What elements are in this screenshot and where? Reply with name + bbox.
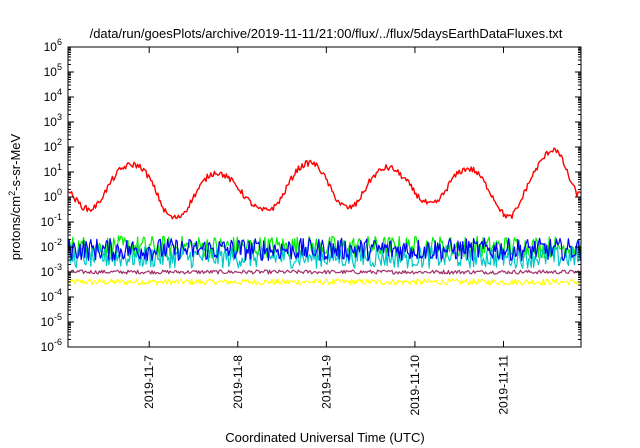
y-tick-label: 105 [44,62,62,79]
y-axis-title: protons/cm2-s-sr-MeV [7,133,23,260]
x-axis-title: Coordinated Universal Time (UTC) [225,430,424,445]
y-axis: 10-6 10-5 10-4 10-3 10-2 10-1 100 101 102 103 104 1… [41,37,581,354]
y-tick-label: 10-6 [41,337,62,354]
y-tick-label: 106 [44,37,62,54]
y-tick-label: 102 [44,137,62,154]
series-line [67,237,581,262]
series-line [67,147,581,220]
series-line [67,269,581,275]
x-tick-label: 2019-11-7 [142,355,156,409]
x-tick-label: 2019-11-10 [408,355,422,416]
y-axis-title-suffix: -s-sr-MeV [8,133,23,190]
plot-frame [67,46,582,348]
y-tick-label: 10-4 [41,287,62,304]
x-tick-label: 2019-11-11 [496,355,510,415]
y-tick-label: 10-2 [41,237,62,254]
series-line [67,245,581,269]
y-tick-label: 10-1 [41,212,62,229]
y-tick-label: 10-5 [41,312,62,329]
x-axis: 2019-11-7 2019-11-8 2019-11-9 2019-11-10 201… [142,47,510,416]
x-tick-label: 2019-11-9 [319,355,333,409]
chart-title: /data/run/goesPlots/archive/2019-11-11/2… [90,26,563,41]
series-layer [67,147,581,286]
series-line [67,278,581,286]
y-tick-label: 100 [44,187,62,204]
x-tick-label: 2019-11-8 [231,355,245,409]
y-tick-label: 104 [44,87,62,104]
y-tick-label: 10-3 [41,262,62,279]
y-axis-title-main: protons/cm [8,196,23,260]
y-tick-label: 103 [44,112,62,129]
y-axis-title-sup: 2 [7,191,17,196]
y-tick-label: 101 [44,162,62,179]
